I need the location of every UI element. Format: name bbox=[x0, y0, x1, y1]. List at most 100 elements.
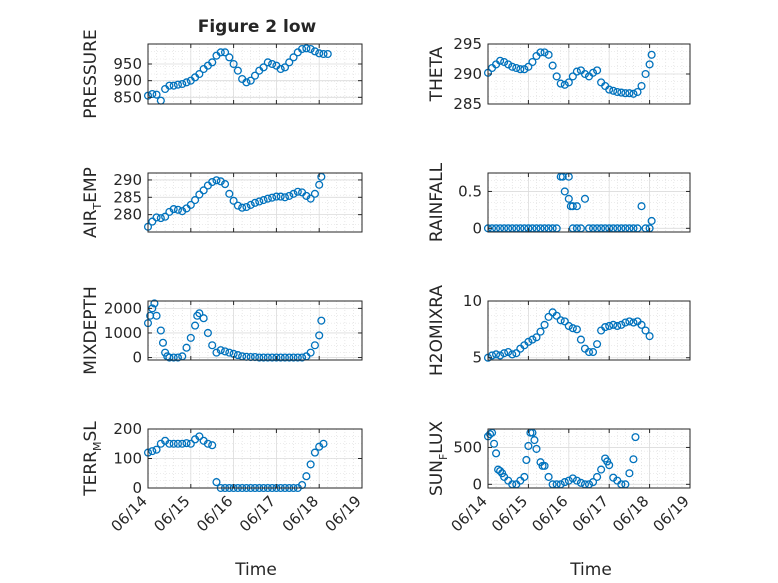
data-point bbox=[520, 65, 529, 74]
data-point bbox=[203, 439, 212, 448]
data-point bbox=[572, 67, 581, 76]
axes-box bbox=[487, 300, 691, 361]
data-point bbox=[285, 58, 294, 67]
axes-box bbox=[147, 172, 363, 233]
y-axis-label: THETA bbox=[427, 46, 447, 102]
data-point bbox=[508, 62, 517, 71]
data-point bbox=[524, 337, 533, 346]
data-point bbox=[530, 436, 539, 445]
data-point bbox=[500, 349, 509, 358]
data-point bbox=[220, 48, 230, 57]
x-tick-label: 06/18 bbox=[609, 492, 652, 535]
data-point bbox=[276, 192, 285, 201]
data-point bbox=[203, 328, 212, 338]
data-point bbox=[597, 465, 606, 474]
x-tick-label: 06/16 bbox=[528, 492, 571, 535]
x-tick-label: 06/18 bbox=[279, 492, 322, 535]
data-point bbox=[580, 69, 590, 79]
data-point bbox=[152, 311, 161, 320]
data-point bbox=[593, 472, 602, 481]
y-axis-label-tail: SL bbox=[81, 421, 101, 442]
data-point bbox=[268, 353, 277, 362]
data-point bbox=[178, 439, 187, 448]
data-point bbox=[229, 196, 238, 205]
data-point bbox=[315, 49, 324, 58]
data-point bbox=[645, 332, 654, 341]
data-point bbox=[528, 335, 537, 344]
y-axis-label: TERRMSL bbox=[81, 421, 104, 497]
data-point bbox=[182, 439, 191, 448]
data-point bbox=[588, 348, 598, 357]
data-point bbox=[544, 472, 553, 481]
y-tick-label: 500 bbox=[453, 438, 482, 456]
data-point bbox=[556, 79, 565, 88]
data-point bbox=[496, 56, 505, 65]
y-tick-label: 0.5 bbox=[458, 182, 482, 200]
data-point bbox=[621, 89, 630, 98]
data-point bbox=[540, 48, 549, 57]
y-tick-label: 290 bbox=[453, 65, 482, 83]
data-point bbox=[310, 448, 319, 457]
data-point bbox=[556, 316, 565, 325]
data-point bbox=[233, 201, 242, 210]
data-point bbox=[609, 86, 618, 95]
data-point bbox=[272, 353, 281, 362]
y-tick-label: 285 bbox=[113, 188, 142, 206]
data-point bbox=[564, 321, 573, 331]
data-point bbox=[225, 189, 234, 198]
data-point bbox=[552, 311, 561, 320]
chart-title: Figure 2 low bbox=[198, 17, 317, 37]
data-point bbox=[173, 353, 183, 362]
data-point bbox=[485, 430, 495, 439]
data-point bbox=[233, 66, 242, 75]
data-point bbox=[641, 69, 650, 79]
data-point bbox=[195, 69, 204, 79]
data-point bbox=[216, 48, 225, 57]
data-point bbox=[504, 348, 513, 357]
data-point bbox=[572, 202, 581, 211]
panel-8: 0500SUNFLUX06/1406/1506/1606/1706/1806/1… bbox=[427, 421, 693, 580]
data-point bbox=[186, 333, 195, 342]
data-point bbox=[161, 212, 170, 221]
data-point bbox=[199, 314, 208, 323]
data-point bbox=[298, 353, 307, 362]
data-point bbox=[306, 460, 315, 469]
data-point bbox=[568, 72, 577, 81]
y-axis-label: H2OMIXRA bbox=[427, 285, 447, 376]
data-point bbox=[572, 476, 581, 485]
data-point bbox=[225, 348, 234, 357]
data-point bbox=[289, 353, 298, 362]
data-point bbox=[263, 58, 272, 67]
data-point bbox=[645, 60, 654, 69]
data-point bbox=[186, 200, 195, 209]
data-point bbox=[629, 455, 638, 464]
data-point bbox=[298, 44, 307, 54]
data-point bbox=[158, 338, 168, 347]
data-point bbox=[568, 202, 577, 211]
data-point bbox=[601, 323, 610, 332]
x-tick-label: 06/16 bbox=[193, 492, 236, 535]
y-axis-label: RAINFALL bbox=[427, 162, 447, 242]
y-axis-label-main: PRESSURE bbox=[81, 29, 101, 118]
data-point bbox=[255, 353, 264, 362]
data-point bbox=[548, 61, 557, 70]
data-point bbox=[560, 187, 569, 196]
data-point bbox=[195, 190, 204, 199]
data-point bbox=[306, 348, 315, 357]
data-point bbox=[492, 449, 501, 458]
data-point bbox=[289, 53, 298, 62]
data-point bbox=[263, 194, 272, 203]
data-point bbox=[647, 50, 656, 59]
data-point bbox=[564, 78, 573, 87]
y-axis-label-tail: LUX bbox=[427, 421, 447, 454]
data-point bbox=[576, 478, 585, 487]
data-point bbox=[199, 186, 208, 195]
data-point bbox=[289, 189, 298, 198]
data-point bbox=[182, 343, 191, 352]
data-point bbox=[629, 89, 638, 98]
panel-2: 285 290 295 THETA bbox=[427, 35, 691, 113]
data-point bbox=[229, 59, 238, 69]
data-point bbox=[259, 63, 268, 72]
